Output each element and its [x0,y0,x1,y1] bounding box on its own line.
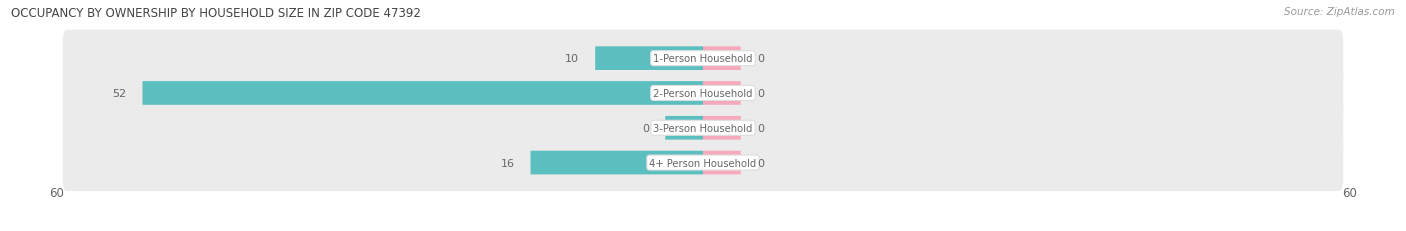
Text: 4+ Person Household: 4+ Person Household [650,158,756,168]
Text: OCCUPANCY BY OWNERSHIP BY HOUSEHOLD SIZE IN ZIP CODE 47392: OCCUPANCY BY OWNERSHIP BY HOUSEHOLD SIZE… [11,7,422,20]
Text: Source: ZipAtlas.com: Source: ZipAtlas.com [1284,7,1395,17]
Text: 52: 52 [112,88,127,99]
Text: 2-Person Household: 2-Person Household [654,88,752,99]
FancyBboxPatch shape [703,151,741,175]
FancyBboxPatch shape [703,82,741,105]
FancyBboxPatch shape [595,47,703,71]
FancyBboxPatch shape [63,100,1343,157]
FancyBboxPatch shape [63,30,1343,87]
Text: 0: 0 [756,88,763,99]
FancyBboxPatch shape [63,65,1343,122]
Text: 10: 10 [565,54,579,64]
FancyBboxPatch shape [703,116,741,140]
Text: 1-Person Household: 1-Person Household [654,54,752,64]
Text: 0: 0 [756,123,763,133]
FancyBboxPatch shape [703,47,741,71]
Text: 16: 16 [501,158,515,168]
Text: 0: 0 [756,54,763,64]
Text: 0: 0 [643,123,650,133]
FancyBboxPatch shape [530,151,703,175]
Text: 0: 0 [756,158,763,168]
FancyBboxPatch shape [63,134,1343,191]
FancyBboxPatch shape [142,82,703,105]
Text: 3-Person Household: 3-Person Household [654,123,752,133]
FancyBboxPatch shape [665,116,703,140]
